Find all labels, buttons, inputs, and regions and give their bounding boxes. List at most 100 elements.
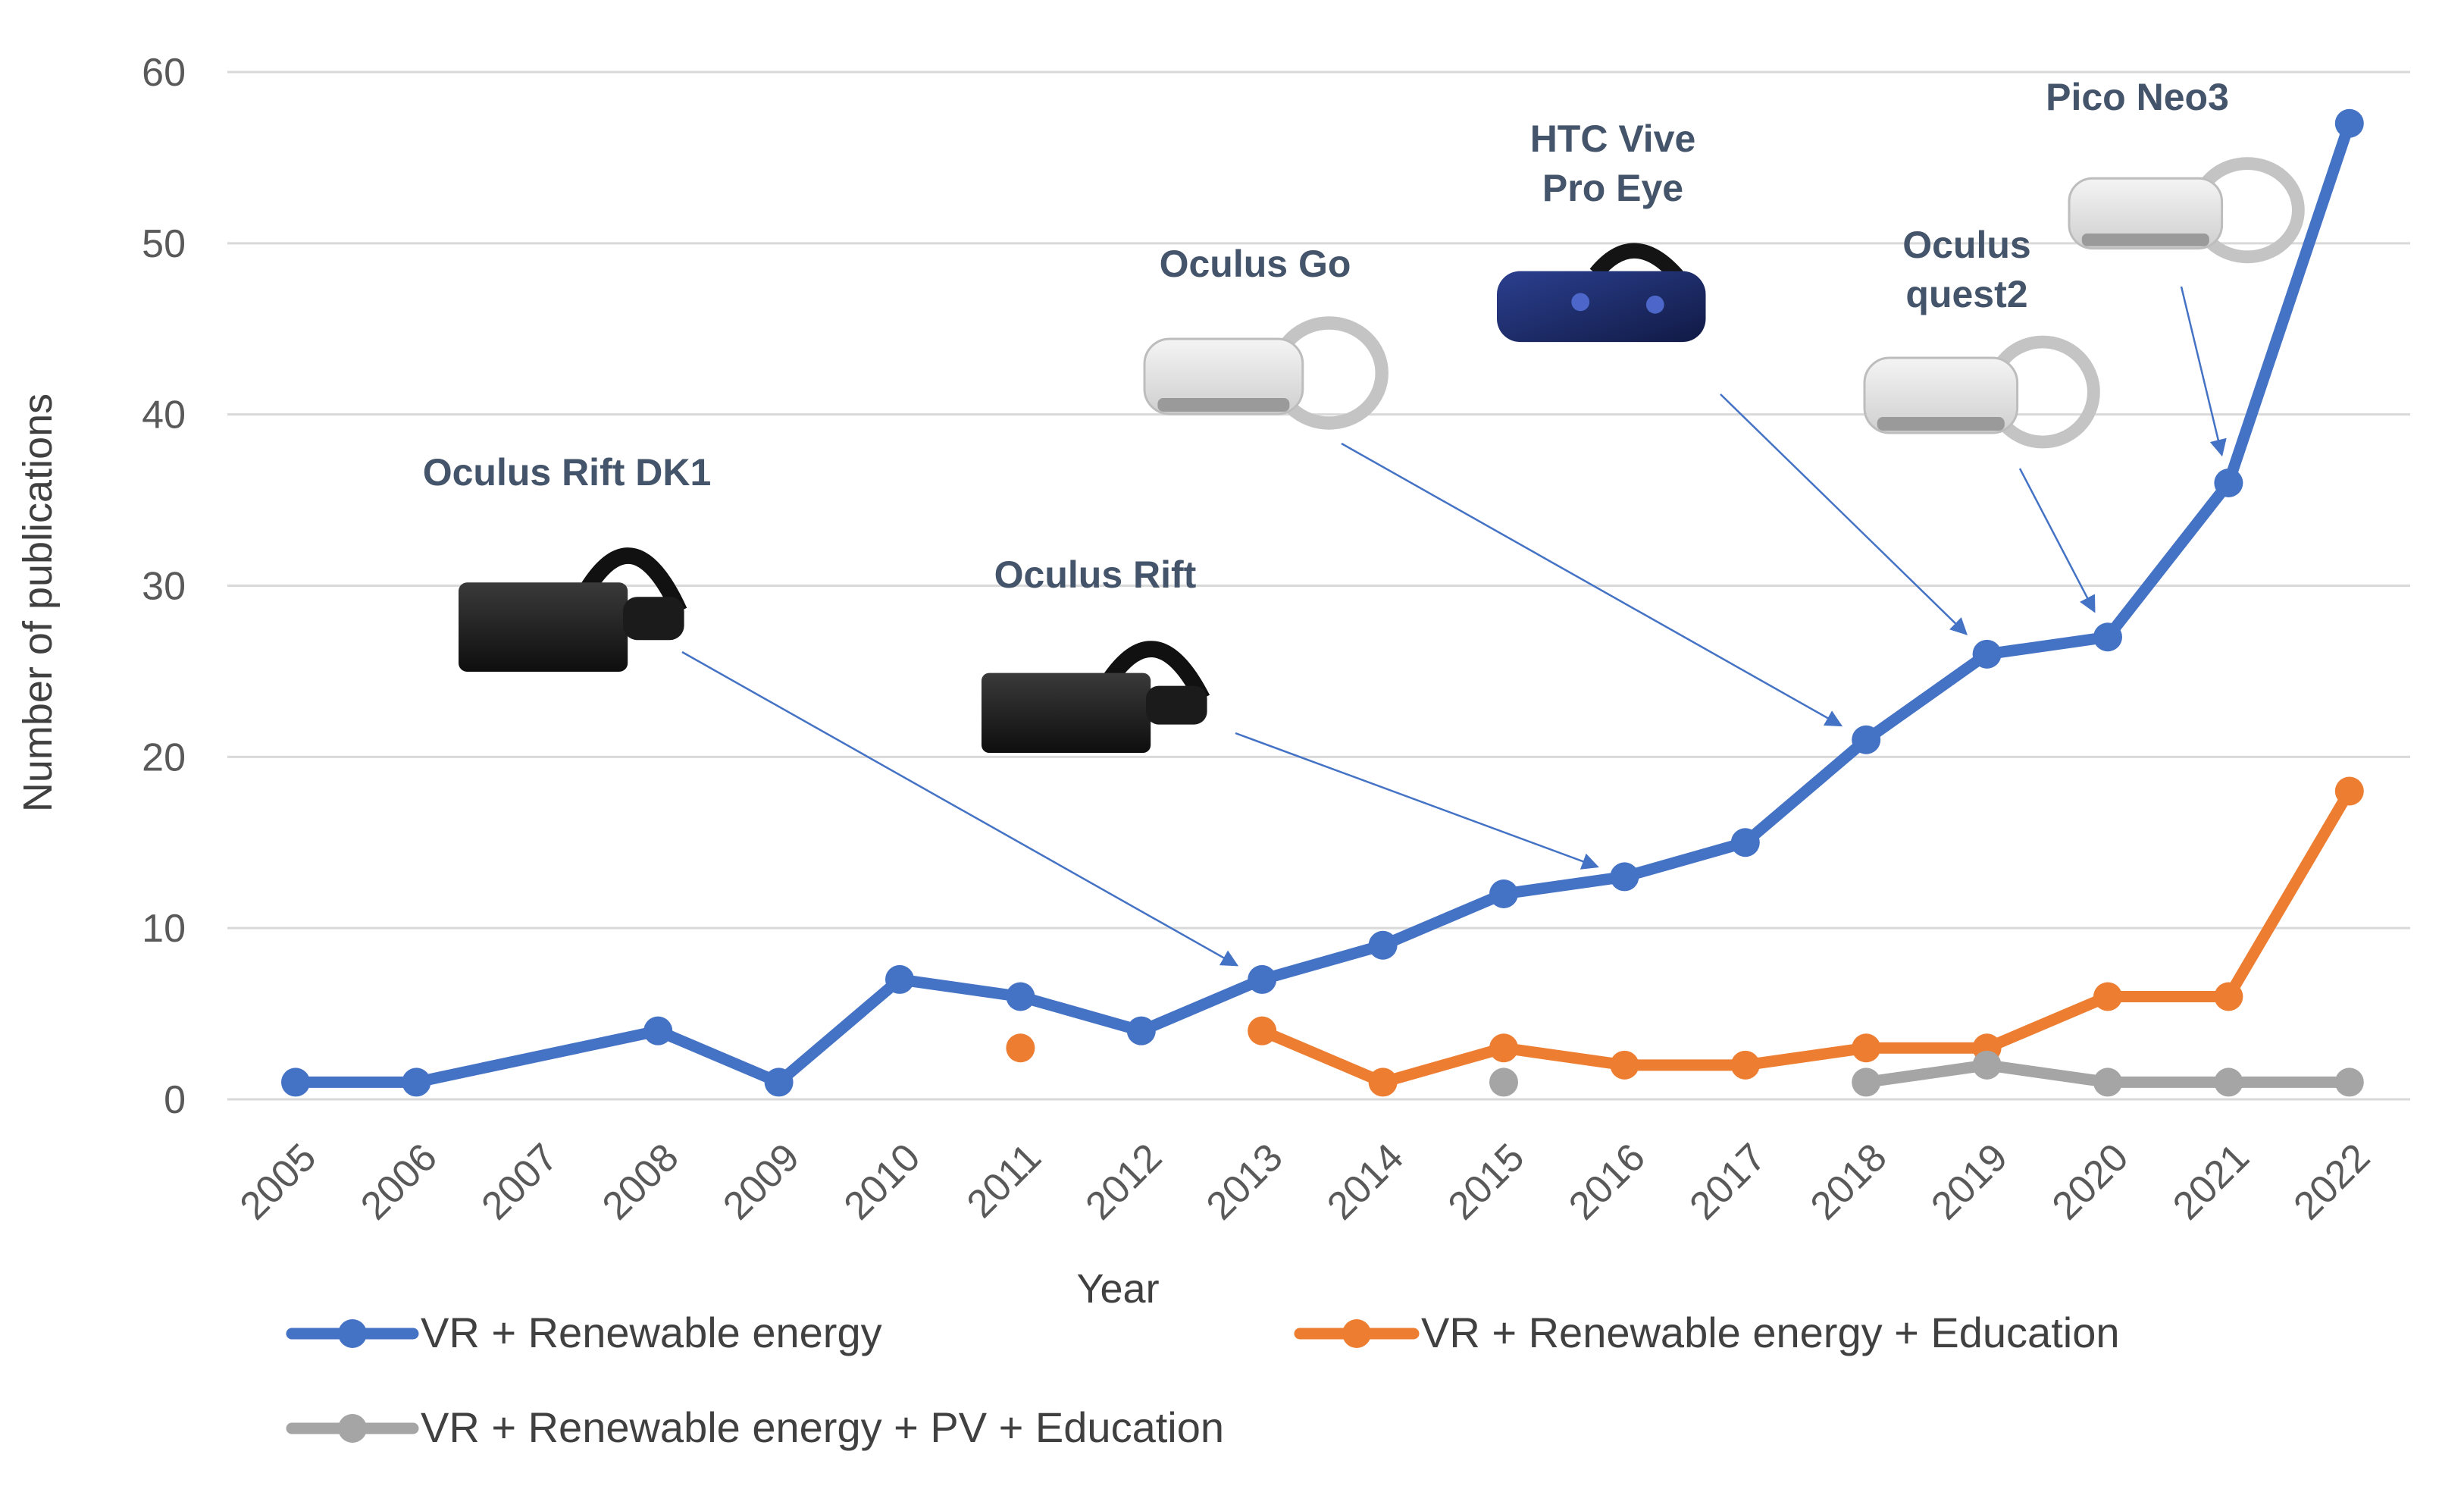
x-tick-label: 2021	[2165, 1135, 2258, 1228]
data-point	[764, 1067, 794, 1097]
data-point	[402, 1067, 431, 1097]
annotation: Oculus quest2	[1863, 224, 2100, 613]
x-tick-label: 2017	[1681, 1135, 1774, 1228]
annotation: Oculus Rift DK1	[423, 451, 1239, 967]
data-point	[2334, 776, 2364, 806]
x-tick-label: 2011	[959, 1135, 1050, 1226]
data-point	[2214, 469, 2243, 497]
x-tick-label: 2005	[232, 1135, 325, 1228]
x-tick-label: 2014	[1319, 1135, 1412, 1228]
vr-headset-white-icon	[1143, 316, 1389, 430]
legend-swatch-marker	[338, 1414, 367, 1443]
y-axis-title: Number of publications	[15, 393, 61, 812]
annotation-label: Oculus Rift DK1	[423, 451, 712, 494]
data-point	[281, 1067, 310, 1097]
annotation-arrow	[2018, 468, 2096, 613]
data-point	[1730, 828, 1760, 857]
annotation-label: quest2	[1905, 273, 2027, 315]
annotation: Oculus Go	[1143, 243, 1843, 727]
legend-entry: VR + Renewable energy	[286, 1309, 882, 1356]
annotation-label: Oculus	[1902, 224, 2030, 266]
series	[1006, 776, 2364, 1097]
y-tick-label: 60	[142, 51, 186, 95]
x-tick-label: 2013	[1198, 1135, 1291, 1228]
headset-annotations: Oculus Rift DK1 Oculus Rift Oculus Go HTC V…	[423, 76, 2305, 967]
legend-label: VR + Renewable energy + Education	[1421, 1309, 2119, 1356]
data-point	[1248, 964, 1277, 994]
legend-label: VR + Renewable energy	[421, 1309, 882, 1356]
x-tick-label: 2018	[1802, 1135, 1896, 1228]
data-point	[1852, 1033, 1881, 1063]
series-line	[1256, 785, 2356, 1088]
y-tick-label: 10	[142, 907, 186, 951]
data-point	[1248, 1016, 1277, 1046]
data-point	[1368, 930, 1398, 960]
legend-label: VR + Renewable energy + PV + Education	[421, 1403, 1224, 1451]
annotation-label: Pico Neo3	[2046, 76, 2229, 118]
data-point	[1489, 879, 1518, 908]
y-axis-ticks: 0 10 20 30 40 50 60	[142, 51, 186, 1122]
y-tick-label: 20	[142, 735, 186, 779]
vr-headset-white-icon	[1863, 335, 2100, 449]
data-point	[2214, 982, 2243, 1011]
data-point	[1610, 1050, 1639, 1080]
legend-swatch-marker	[1342, 1319, 1371, 1348]
data-point	[1852, 725, 1881, 754]
x-tick-label: 2012	[1077, 1135, 1170, 1228]
data-point	[2093, 1067, 2122, 1097]
annotation-arrow	[2180, 286, 2227, 457]
data-point	[1006, 982, 1035, 1011]
annotation-arrow	[1341, 442, 1843, 727]
data-point	[2093, 622, 2122, 652]
annotation: HTC Vive Pro Eye	[1497, 118, 1968, 635]
data-point	[1126, 1016, 1156, 1046]
x-tick-label: 2010	[836, 1135, 929, 1228]
x-tick-label: 2016	[1561, 1135, 1654, 1228]
annotation-label: Pro Eye	[1542, 167, 1683, 209]
x-tick-label: 2007	[473, 1135, 566, 1228]
series	[281, 108, 2364, 1097]
x-tick-label: 2022	[2285, 1135, 2378, 1228]
data-point	[1489, 1033, 1518, 1063]
data-point	[643, 1016, 673, 1046]
data-point	[2093, 982, 2122, 1011]
x-tick-label: 2020	[2044, 1135, 2137, 1228]
x-tick-label: 2019	[1923, 1135, 2016, 1228]
annotation-arrow	[681, 651, 1239, 967]
legend-swatch-marker	[338, 1319, 367, 1348]
data-point	[2214, 1067, 2243, 1097]
x-axis-ticks: 2005 2006 2007 2008 2009 2010 2011 2012 2013 2014…	[232, 1135, 2379, 1228]
annotation-arrow	[1720, 393, 1968, 635]
y-tick-label: 50	[142, 222, 186, 266]
data-point	[1730, 1050, 1760, 1080]
legend-entry: VR + Renewable energy + PV + Education	[286, 1403, 1224, 1451]
data-point	[2334, 1067, 2364, 1097]
data-point	[1368, 1067, 1398, 1097]
data-point	[1972, 1050, 2002, 1080]
y-tick-label: 30	[142, 565, 186, 609]
vr-headset-black-icon	[982, 641, 1210, 753]
data-point	[1006, 1033, 1035, 1063]
x-tick-label: 2009	[715, 1135, 808, 1228]
vr-headset-black-icon	[459, 547, 687, 672]
annotation: Pico Neo3	[2046, 76, 2305, 457]
annotation-label: Oculus Go	[1160, 243, 1351, 285]
data-series	[281, 108, 2364, 1097]
x-tick-label: 2008	[594, 1135, 687, 1228]
data-point	[885, 964, 914, 994]
data-point	[1852, 1067, 1881, 1097]
x-tick-label: 2015	[1440, 1135, 1533, 1228]
data-point	[2334, 108, 2364, 138]
annotation-label: HTC Vive	[1530, 118, 1696, 160]
annotation-label: Oculus Rift	[994, 553, 1197, 596]
annotation-arrow	[1235, 732, 1599, 870]
legend-entry: VR + Renewable energy + Education	[1294, 1309, 2119, 1356]
x-tick-label: 2006	[352, 1135, 446, 1228]
series	[1489, 1050, 2364, 1097]
data-point	[1489, 1067, 1518, 1097]
y-tick-label: 40	[142, 393, 186, 437]
y-tick-label: 0	[164, 1078, 186, 1122]
annotation: Oculus Rift	[982, 553, 1599, 870]
vr-headset-blue-icon	[1497, 243, 1706, 343]
legend: VR + Renewable energy VR + Renewable ener…	[286, 1309, 2119, 1451]
